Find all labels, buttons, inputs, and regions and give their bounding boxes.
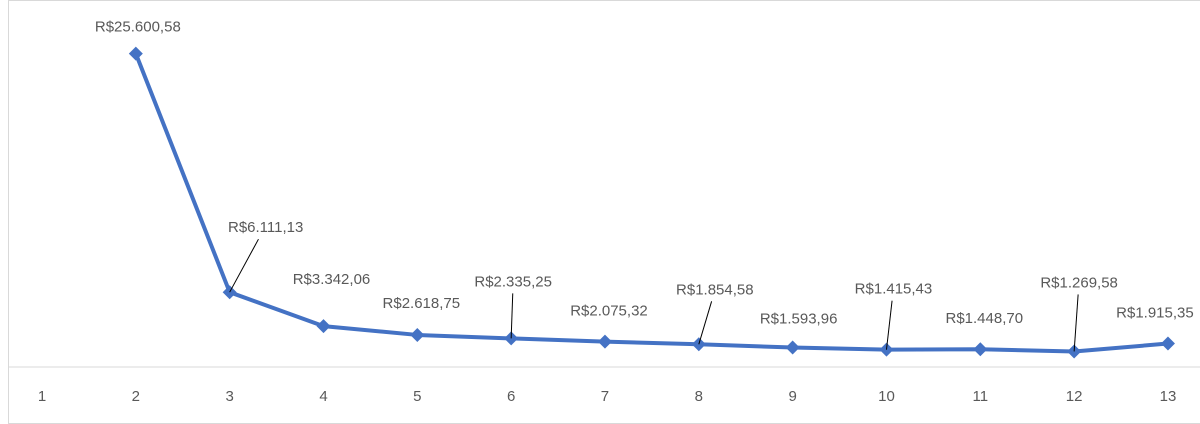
- data-label: R$1.448,70: [946, 310, 1024, 327]
- data-label: R$1.415,43: [855, 281, 933, 298]
- data-label: R$25.600,58: [95, 19, 181, 36]
- data-label: R$2.075,32: [570, 303, 648, 320]
- leader-line: [510, 293, 514, 339]
- leader-line: [698, 301, 713, 345]
- marker: [785, 340, 800, 355]
- chart-area: [8, 0, 1200, 424]
- data-label: R$1.593,96: [760, 310, 838, 327]
- marker: [128, 46, 143, 61]
- leader-line: [229, 238, 259, 293]
- data-label: R$2.335,25: [474, 273, 552, 290]
- x-tick-label: 7: [601, 388, 609, 405]
- x-tick-label: 10: [878, 388, 895, 405]
- x-tick-label: 12: [1066, 388, 1083, 405]
- x-tick-label: 3: [225, 388, 233, 405]
- leader-line: [885, 300, 893, 350]
- x-tick-label: 6: [507, 388, 515, 405]
- marker: [316, 319, 331, 334]
- line: [133, 52, 1169, 354]
- data-label: R$1.854,58: [676, 281, 754, 298]
- data-label: R$2.618,75: [383, 295, 461, 312]
- x-tick-label: 1: [38, 388, 46, 405]
- x-tick-label: 13: [1160, 388, 1177, 405]
- data-label: R$6.111,13: [228, 219, 303, 236]
- x-tick-label: 11: [973, 388, 989, 405]
- x-tick-label: 4: [319, 388, 327, 405]
- marker: [597, 334, 612, 349]
- data-label: R$1.915,35: [1116, 305, 1194, 322]
- x-tick-label: 2: [132, 388, 140, 405]
- x-tick-label: 5: [413, 388, 421, 405]
- marker: [1160, 336, 1175, 351]
- x-tick-label: 9: [788, 388, 796, 405]
- data-label: R$1.269,58: [1040, 274, 1118, 291]
- leader-line: [1073, 294, 1079, 352]
- x-tick-label: 8: [695, 388, 703, 405]
- marker: [973, 342, 988, 357]
- marker: [410, 327, 425, 342]
- data-label: R$3.342,06: [293, 271, 371, 288]
